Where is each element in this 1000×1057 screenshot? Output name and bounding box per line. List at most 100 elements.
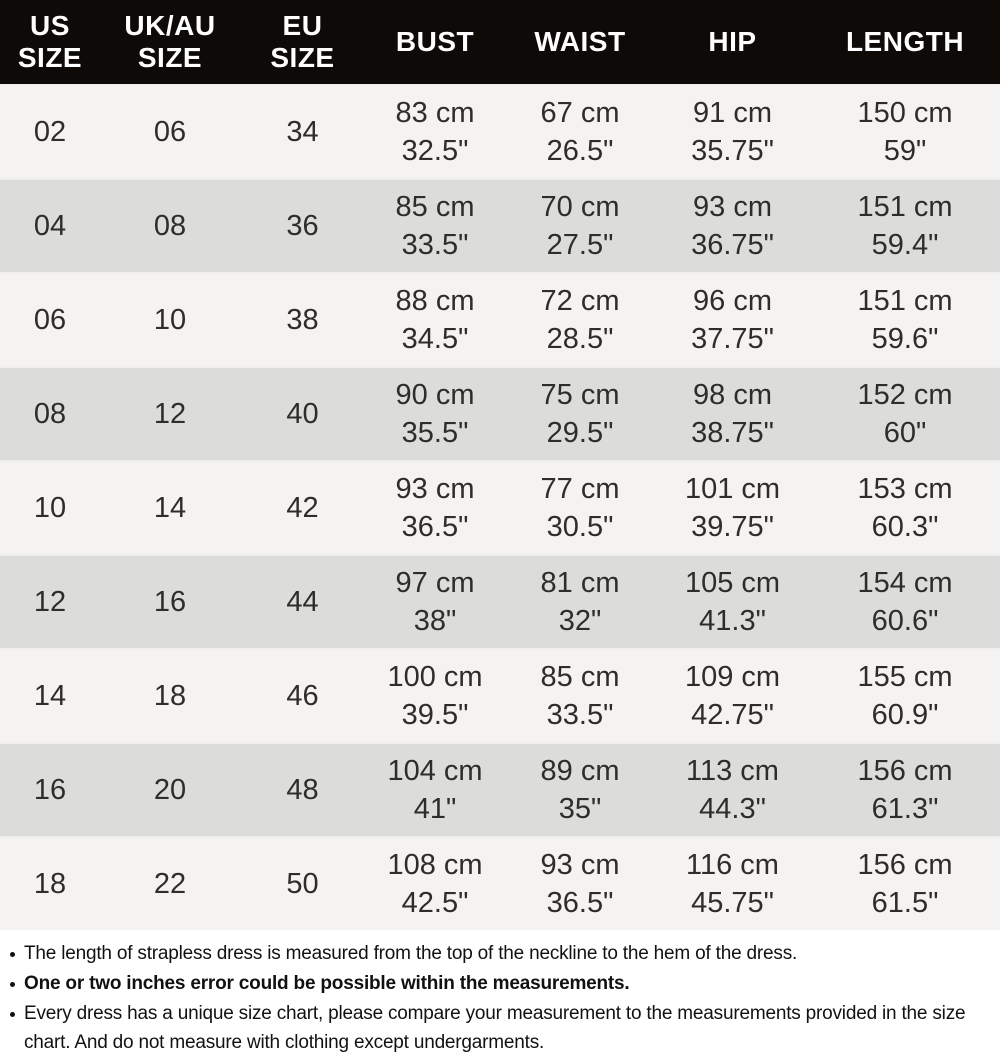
cell-value-line: 42 [286,491,319,524]
cell-us-size: 10 [0,460,100,554]
cell-value-line: 36.5" [546,887,614,919]
table-row: 14 18 46 100 cm 39.5" 85 cm 33.5" 109 cm 42.75" 1… [0,648,1000,742]
cell-uk-au-size: 06 [100,84,240,178]
header-label-line: UK/AU [124,10,216,42]
cell-value-line: 10 [33,491,67,524]
cell-value-line: 156 cm [857,848,953,881]
cell-hip: 98 cm 38.75" [655,366,810,460]
cell-hip: 91 cm 35.75" [655,84,810,178]
cell-waist: 81 cm 32" [505,554,655,648]
table-body: 02 06 34 83 cm 32.5" 67 cm 26.5" 91 cm 35.75" 150… [0,84,1000,930]
header-label-line: LENGTH [845,26,965,58]
cell-value-line: 35.75" [691,135,774,167]
cell-value-line: 91 cm [693,96,772,129]
cell-value-line: 38 [286,303,319,336]
cell-bust: 104 cm 41" [365,742,505,836]
cell-value-line: 60" [883,417,927,449]
cell-value-line: 39.75" [691,511,774,543]
cell-bust: 108 cm 42.5" [365,836,505,930]
cell-us-size: 08 [0,366,100,460]
cell-hip: 109 cm 42.75" [655,648,810,742]
cell-value-line: 85 cm [395,190,475,223]
cell-value-line: 38.75" [691,417,774,449]
cell-waist: 70 cm 27.5" [505,178,655,272]
cell-length: 155 cm 60.9" [810,648,1000,742]
cell-value-line: 12 [153,397,187,430]
cell-value-line: 02 [33,115,67,148]
cell-value-line: 100 cm [387,660,483,693]
cell-value-line: 26.5" [546,135,614,167]
table-row: 06 10 38 88 cm 34.5" 72 cm 28.5" 96 cm 37.75" 151… [0,272,1000,366]
header-hip: HIP [655,0,810,84]
cell-value-line: 50 [286,867,319,900]
cell-uk-au-size: 08 [100,178,240,272]
notes-section: The length of strapless dress is measure… [0,930,1000,1057]
cell-length: 154 cm 60.6" [810,554,1000,648]
cell-value-line: 12 [33,585,67,618]
header-uk-au-size: UK/AU SIZE [100,0,240,84]
cell-bust: 97 cm 38" [365,554,505,648]
table-row: 12 16 44 97 cm 38" 81 cm 32" 105 cm 41.3" 154 cm 6… [0,554,1000,648]
bullet-dot-icon [10,952,15,957]
cell-value-line: 42.75" [691,699,774,731]
cell-value-line: 22 [153,867,187,900]
cell-us-size: 06 [0,272,100,366]
cell-value-line: 113 cm [686,754,779,787]
header-length: LENGTH [810,0,1000,84]
cell-value-line: 39.5" [401,699,469,731]
cell-value-line: 35.5" [401,417,469,449]
cell-hip: 93 cm 36.75" [655,178,810,272]
cell-value-line: 83 cm [395,96,475,129]
cell-value-line: 34.5" [401,323,469,355]
cell-value-line: 41" [413,793,457,825]
cell-value-line: 18 [153,679,187,712]
table-header: US SIZE UK/AU SIZE EU SIZE BUST WAIST HIP LENGTH [0,0,1000,84]
cell-uk-au-size: 12 [100,366,240,460]
cell-value-line: 08 [33,397,67,430]
cell-value-line: 96 cm [693,284,772,317]
cell-value-line: 154 cm [857,566,953,599]
cell-us-size: 02 [0,84,100,178]
cell-length: 151 cm 59.4" [810,178,1000,272]
cell-hip: 96 cm 37.75" [655,272,810,366]
cell-value-line: 59.4" [871,229,939,261]
cell-value-line: 32" [558,605,602,637]
cell-value-line: 35" [558,793,602,825]
cell-value-line: 97 cm [395,566,475,599]
cell-value-line: 70 cm [540,190,620,223]
note-item: Every dress has a unique size chart, ple… [8,999,990,1057]
cell-value-line: 08 [153,209,187,242]
cell-length: 156 cm 61.5" [810,836,1000,930]
header-eu-size: EU SIZE [240,0,365,84]
cell-waist: 75 cm 29.5" [505,366,655,460]
cell-bust: 90 cm 35.5" [365,366,505,460]
cell-value-line: 60.9" [871,699,939,731]
cell-hip: 105 cm 41.3" [655,554,810,648]
cell-value-line: 33.5" [546,699,614,731]
note-text: Every dress has a unique size chart, ple… [24,1003,966,1053]
header-us-size: US SIZE [0,0,100,84]
cell-value-line: 93 cm [693,190,772,223]
cell-value-line: 59.6" [871,323,939,355]
table-row: 10 14 42 93 cm 36.5" 77 cm 30.5" 101 cm 39.75" 15… [0,460,1000,554]
header-label-line: WAIST [534,26,626,58]
cell-eu-size: 48 [240,742,365,836]
cell-value-line: 155 cm [857,660,953,693]
header-label-line: US [30,10,70,42]
cell-value-line: 04 [33,209,67,242]
cell-waist: 85 cm 33.5" [505,648,655,742]
cell-us-size: 18 [0,836,100,930]
cell-value-line: 20 [153,773,187,806]
cell-hip: 116 cm 45.75" [655,836,810,930]
cell-value-line: 67 cm [540,96,620,129]
cell-value-line: 18 [33,867,67,900]
header-label-line: EU [282,10,323,42]
cell-value-line: 93 cm [395,472,475,505]
cell-length: 153 cm 60.3" [810,460,1000,554]
cell-value-line: 98 cm [693,378,772,411]
cell-waist: 77 cm 30.5" [505,460,655,554]
table-header-row: US SIZE UK/AU SIZE EU SIZE BUST WAIST HIP LENGTH [0,0,1000,84]
cell-value-line: 59" [883,135,927,167]
cell-value-line: 37.75" [691,323,774,355]
